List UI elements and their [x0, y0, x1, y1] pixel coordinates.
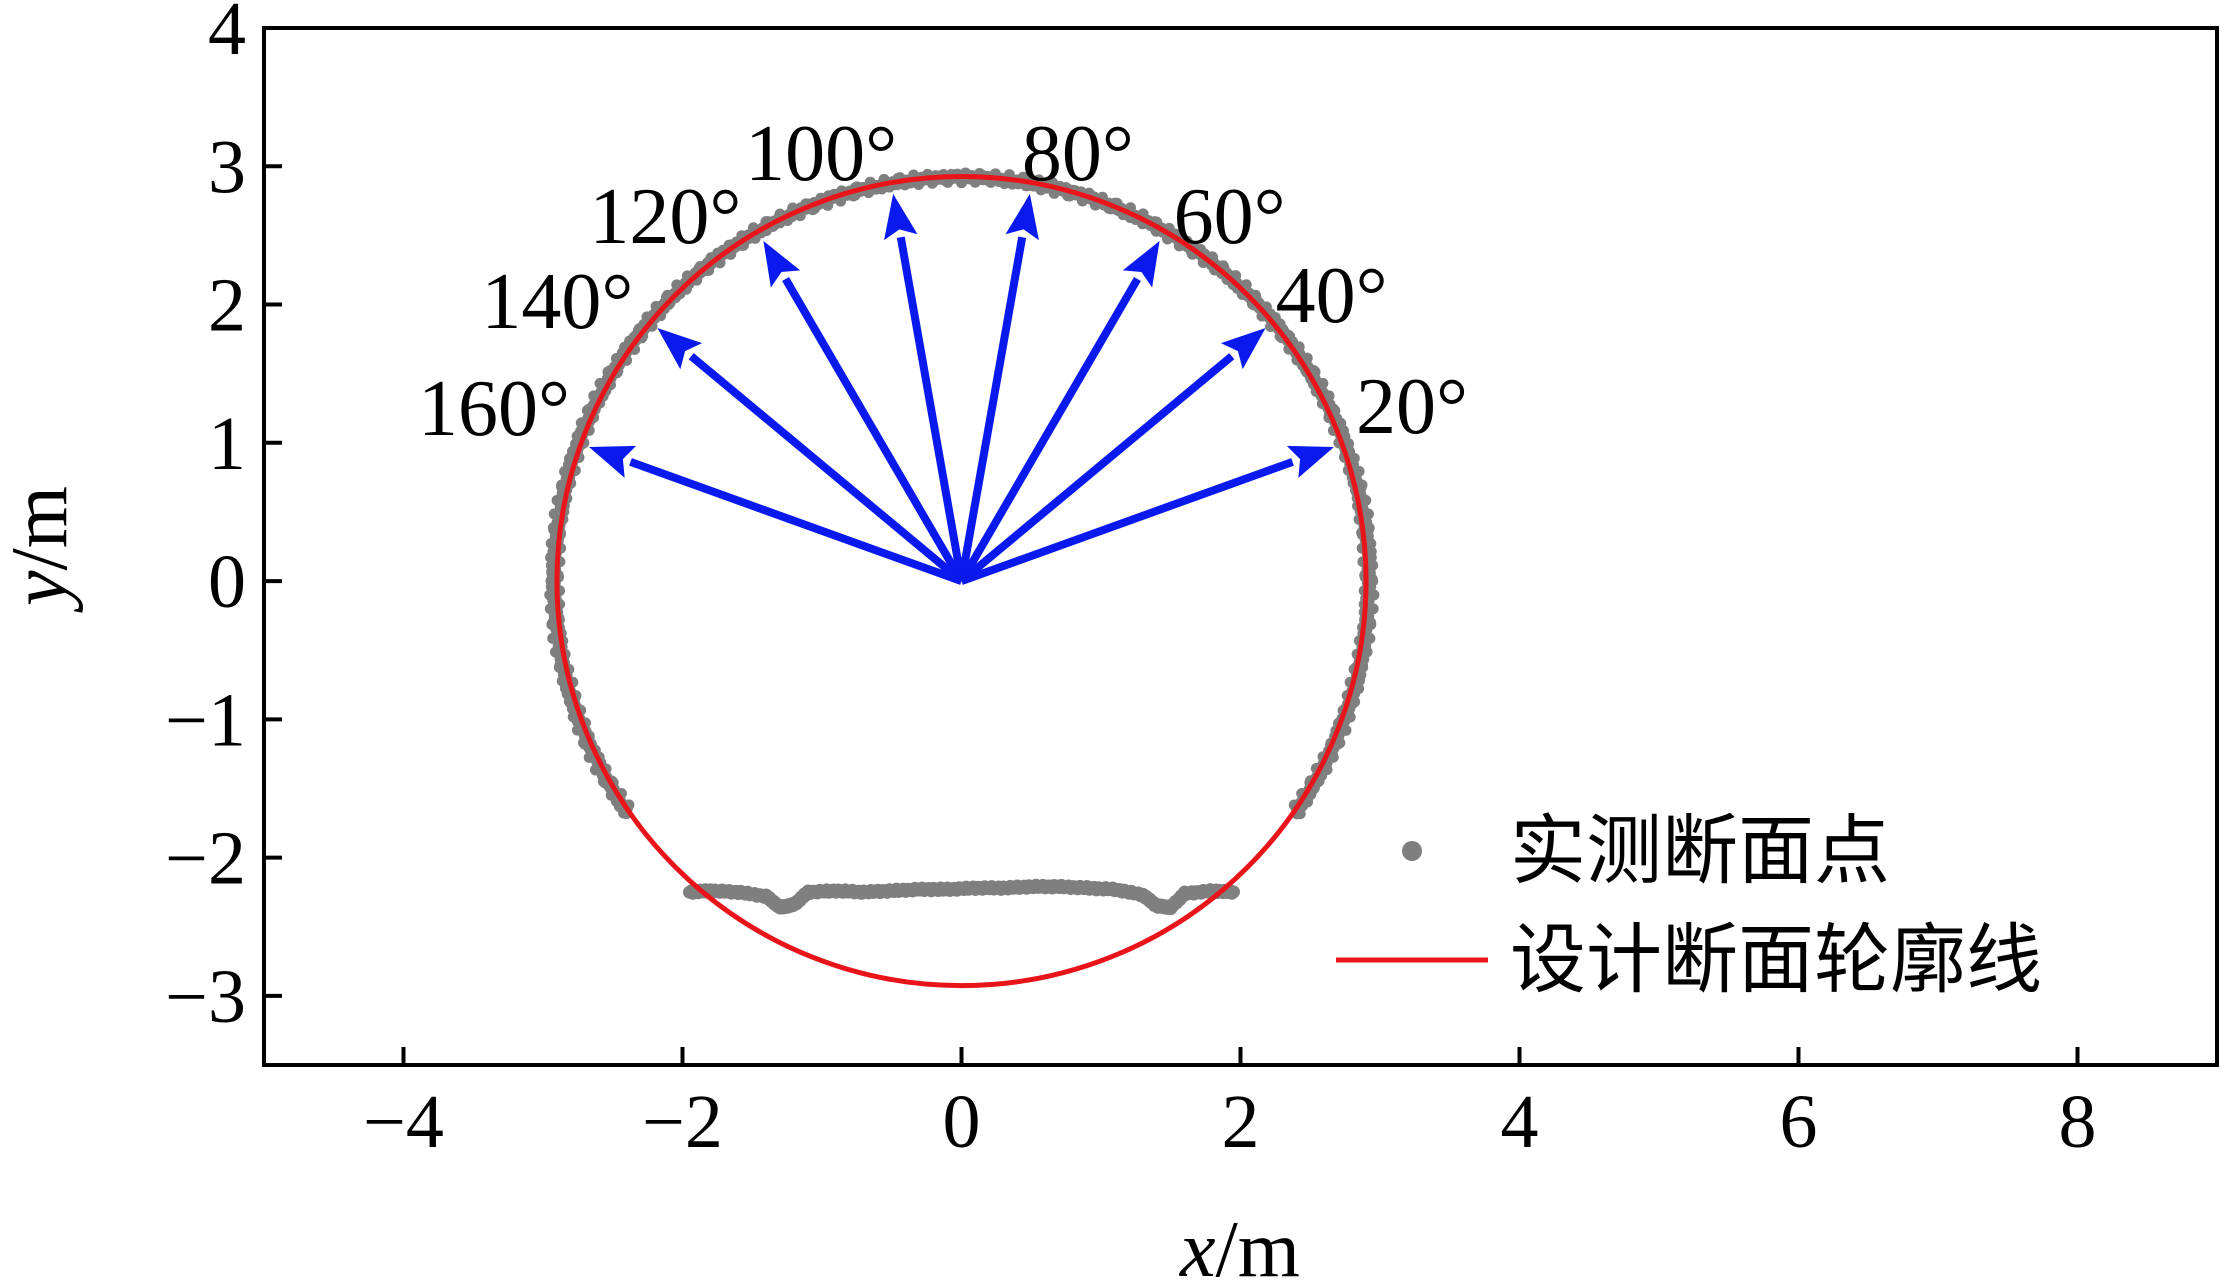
ray-arrowhead-20: [1286, 445, 1334, 478]
y-tick-label: −1: [165, 678, 246, 762]
y-tick-label: −2: [165, 817, 246, 901]
ray-label-60: 60°: [1174, 173, 1286, 261]
ray-arrowhead-60: [1122, 240, 1160, 288]
ray-arrowhead-120: [763, 240, 801, 288]
measured-point: [1227, 885, 1241, 899]
ray-label-100: 100°: [745, 110, 897, 198]
ray-label-20: 20°: [1356, 363, 1468, 451]
ray-label-80: 80°: [1022, 110, 1134, 198]
rays: [589, 193, 1334, 585]
x-tick-label: 2: [1222, 1080, 1260, 1164]
ray-shaft-80: [957, 236, 1027, 582]
y-tick-label: 4: [208, 0, 246, 71]
x-tick-label: −2: [642, 1080, 723, 1164]
ray-label-140: 140°: [481, 258, 633, 346]
measured-points: [544, 167, 1380, 915]
ray-shaft-40: [958, 353, 1235, 585]
ray-arrowhead-140: [657, 328, 703, 370]
ray-shaft-160: [629, 458, 963, 585]
ray-arrowhead-100: [884, 193, 918, 241]
y-tick-label: 1: [208, 402, 246, 486]
y-tick-label: −3: [165, 955, 246, 1039]
x-axis-label: x/m: [1179, 1206, 1300, 1287]
ray-shaft-120: [782, 276, 965, 584]
ray-shaft-100: [896, 236, 966, 582]
ray-arrowhead-40: [1220, 328, 1266, 370]
y-axis-ticks: −3 −2 −1 0 1 2 3 4: [165, 0, 282, 1039]
y-tick-label: 0: [208, 540, 246, 624]
plot-area: [544, 167, 1380, 989]
x-tick-label: 4: [1501, 1080, 1539, 1164]
ray-label-160: 160°: [418, 365, 570, 453]
legend-label-design: 设计断面轮廓线: [1510, 915, 2042, 1004]
design-profile-circle: [554, 174, 1369, 989]
y-axis-label: y/m: [0, 486, 84, 613]
ray-arrowhead-80: [1005, 193, 1039, 241]
ray-shaft-140: [688, 353, 965, 585]
x-tick-label: −4: [363, 1080, 444, 1164]
ray-label-40: 40°: [1276, 252, 1388, 340]
ray-labels: 20° 40°60° 80° 100°120°140° 160°: [418, 110, 1468, 453]
ray-shaft-60: [958, 276, 1141, 584]
legend-label-measured: 实测断面点: [1510, 806, 1890, 895]
ray-shaft-20: [960, 458, 1294, 585]
x-axis-ticks: −4 −2 0 2 4 6 8: [363, 1047, 2097, 1164]
ray-arrowhead-160: [589, 445, 637, 478]
x-tick-label: 0: [943, 1080, 981, 1164]
ray-label-120: 120°: [589, 173, 741, 261]
legend: 实测断面点 设计断面轮廓线: [1336, 806, 2042, 1004]
y-tick-label: 2: [208, 264, 246, 348]
x-tick-label: 6: [1780, 1080, 1818, 1164]
x-tick-label: 8: [2059, 1080, 2097, 1164]
y-tick-label: 3: [208, 125, 246, 209]
legend-marker-measured: [1402, 841, 1422, 861]
